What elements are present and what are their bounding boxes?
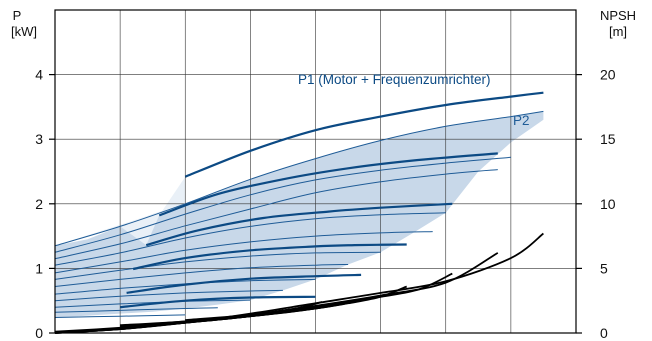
- left-tick-label: 2: [35, 196, 43, 212]
- p2-curve: [54, 110, 544, 247]
- p1-label: P1 (Motor + Frequenzumrichter): [298, 72, 490, 87]
- p2-curve: [54, 231, 433, 274]
- right-axis-unit: [m]: [609, 24, 627, 39]
- plot-border: [54, 9, 577, 334]
- right-tick-label: 15: [600, 131, 616, 147]
- p2-curve: [54, 299, 251, 308]
- left-tick-label: 1: [35, 260, 43, 276]
- p1-curve: [158, 152, 498, 217]
- right-axis-ticks: 0 5 10 15 20: [576, 67, 616, 341]
- plot-frame: [54, 9, 577, 334]
- right-tick-label: 5: [600, 260, 608, 276]
- operating-region-light: [55, 176, 186, 246]
- p1-curve: [132, 243, 407, 271]
- left-axis-label: P: [13, 8, 22, 23]
- left-axis-unit: [kW]: [11, 24, 37, 39]
- left-axis-ticks: 0 1 2 3 4: [35, 67, 55, 341]
- p1-curve: [126, 273, 362, 294]
- p1-curve: [145, 202, 453, 247]
- left-tick-label: 3: [35, 131, 43, 147]
- npsh-curve: [185, 308, 290, 321]
- left-tick-label: 4: [35, 67, 43, 83]
- p2-curve: [54, 289, 283, 302]
- right-tick-label: 0: [600, 325, 608, 341]
- p2-curve: [54, 212, 446, 266]
- npsh-curves: [54, 232, 544, 334]
- p2-curve: [54, 307, 218, 313]
- p2-curve: [54, 251, 381, 280]
- p1-curves: [119, 91, 544, 309]
- p2-curve: [54, 169, 498, 260]
- right-tick-label: 20: [600, 67, 616, 83]
- left-tick-label: 0: [35, 325, 43, 341]
- p2-curve: [54, 314, 186, 318]
- right-axis-label: NPSH: [600, 8, 636, 23]
- p2-curve: [54, 264, 349, 287]
- p1-curve: [184, 91, 544, 178]
- right-tick-label: 10: [600, 196, 616, 212]
- p2-curve: [54, 156, 511, 253]
- p2-curves: [54, 110, 544, 318]
- p2-label: P2: [513, 113, 530, 128]
- p1-curve: [119, 295, 316, 309]
